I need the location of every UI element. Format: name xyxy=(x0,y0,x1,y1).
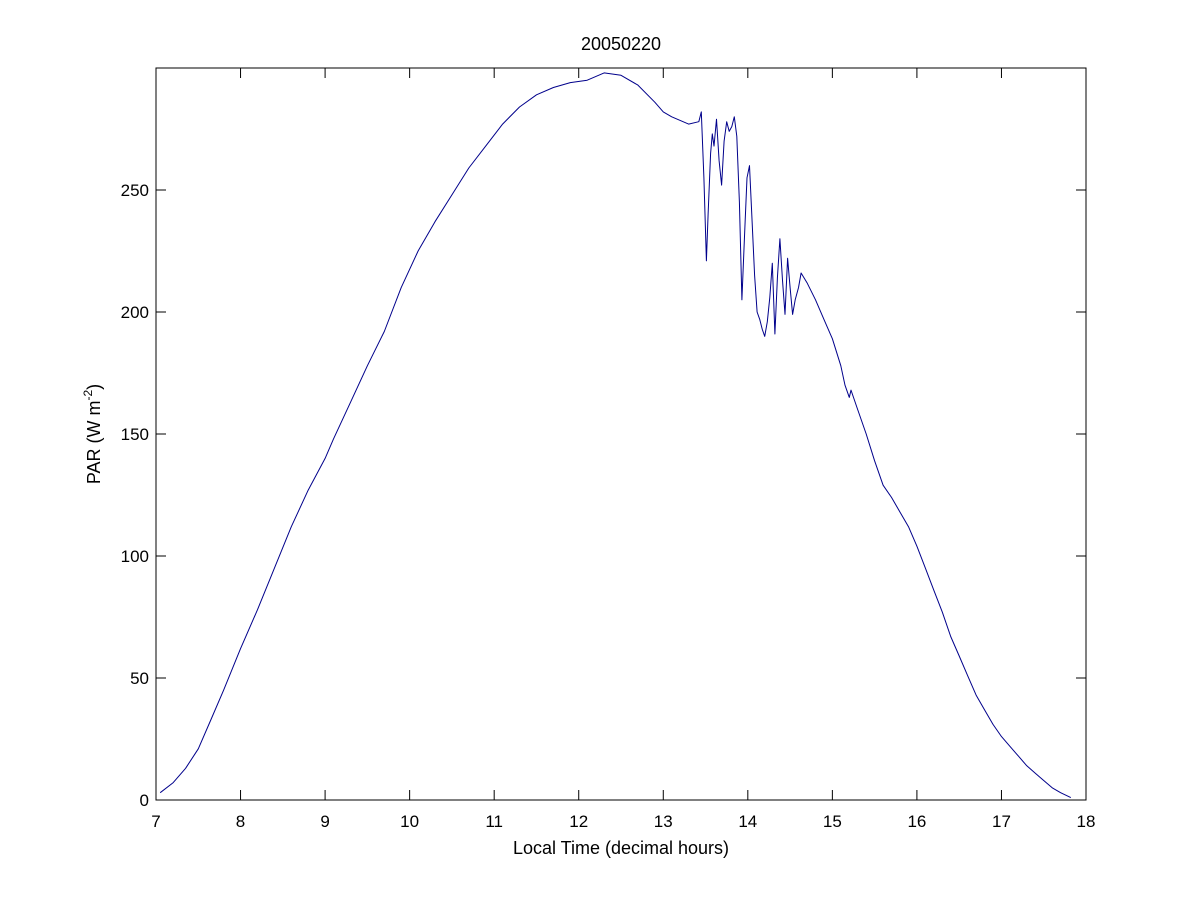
plot-area xyxy=(155,67,1087,801)
y-axis-label-main: PAR (W m xyxy=(84,401,104,485)
y-tick-label: 150 xyxy=(121,425,149,444)
y-tick-label: 250 xyxy=(121,181,149,200)
y-tick-label: 0 xyxy=(140,791,149,810)
x-tick-label: 17 xyxy=(992,812,1011,831)
chart-title: 20050220 xyxy=(581,34,661,54)
x-tick-label: 8 xyxy=(236,812,245,831)
series-group xyxy=(159,72,1072,799)
x-tick-label: 9 xyxy=(320,812,329,831)
y-tick-label: 100 xyxy=(121,547,149,566)
x-tick-label: 11 xyxy=(485,812,503,831)
y-tick-label: 50 xyxy=(130,669,149,688)
x-axis-label: Local Time (decimal hours) xyxy=(513,838,729,858)
y-axis-label-superscript: -2 xyxy=(81,390,95,401)
y-tick-label: 200 xyxy=(121,303,149,322)
x-tick-label: 18 xyxy=(1077,812,1096,831)
ticks-group xyxy=(155,68,1087,801)
x-tick-label: 10 xyxy=(400,812,419,831)
x-tick-label: 7 xyxy=(151,812,160,831)
tick-labels-group: 7 8 9 10 11 12 13 14 15 16 17 18 0 50 100 150 200 250 xyxy=(121,181,1096,831)
x-tick-label: 13 xyxy=(654,812,673,831)
y-axis-label-close: ) xyxy=(84,384,104,390)
par-series-line xyxy=(159,72,1072,799)
x-tick-label: 15 xyxy=(823,812,842,831)
x-tick-label: 16 xyxy=(907,812,926,831)
x-tick-label: 14 xyxy=(738,812,757,831)
x-tick-label: 12 xyxy=(569,812,588,831)
y-axis-label: PAR (W m-2) xyxy=(81,384,104,484)
